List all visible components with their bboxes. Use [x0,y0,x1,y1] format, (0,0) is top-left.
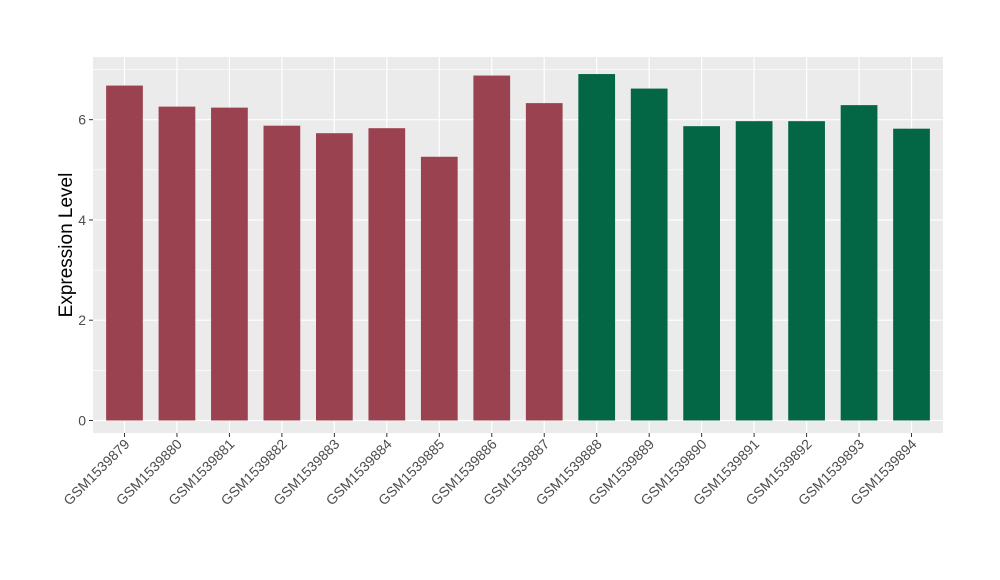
bar [630,88,668,421]
bar [473,75,511,421]
y-tick-label: 0 [78,412,86,428]
bar [420,156,458,421]
bar [893,128,930,421]
bar [263,125,301,421]
bar [106,85,143,421]
y-tick-label: 4 [78,212,86,228]
bar [368,128,406,421]
bar [788,121,825,421]
bar [683,126,721,421]
bar [840,105,878,421]
bar [735,121,773,421]
bar [315,133,353,421]
bar [158,106,196,421]
y-tick-label: 2 [78,312,86,328]
bar [525,103,563,421]
bar [211,107,248,421]
bar [578,74,616,421]
y-tick-label: 6 [78,112,86,128]
y-axis-title: Expression Level [56,173,77,318]
bars [106,74,930,421]
